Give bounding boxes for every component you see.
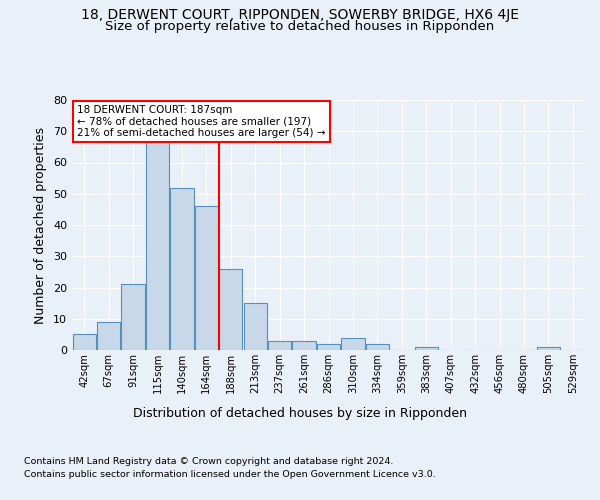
Bar	[97, 322, 120, 350]
Bar	[170, 188, 194, 350]
Bar	[366, 344, 389, 350]
Bar	[415, 347, 438, 350]
Text: Contains public sector information licensed under the Open Government Licence v3: Contains public sector information licen…	[24, 470, 436, 479]
Text: 18, DERWENT COURT, RIPPONDEN, SOWERBY BRIDGE, HX6 4JE: 18, DERWENT COURT, RIPPONDEN, SOWERBY BR…	[81, 8, 519, 22]
Bar	[146, 140, 169, 350]
Bar	[317, 344, 340, 350]
Bar	[292, 340, 316, 350]
Bar	[341, 338, 365, 350]
Bar	[268, 340, 291, 350]
Bar	[121, 284, 145, 350]
Text: Contains HM Land Registry data © Crown copyright and database right 2024.: Contains HM Land Registry data © Crown c…	[24, 458, 394, 466]
Text: Size of property relative to detached houses in Ripponden: Size of property relative to detached ho…	[106, 20, 494, 33]
Y-axis label: Number of detached properties: Number of detached properties	[34, 126, 47, 324]
Text: 18 DERWENT COURT: 187sqm
← 78% of detached houses are smaller (197)
21% of semi-: 18 DERWENT COURT: 187sqm ← 78% of detach…	[77, 105, 326, 138]
Bar	[219, 269, 242, 350]
Bar	[244, 303, 267, 350]
Text: Distribution of detached houses by size in Ripponden: Distribution of detached houses by size …	[133, 408, 467, 420]
Bar	[73, 334, 96, 350]
Bar	[195, 206, 218, 350]
Bar	[537, 347, 560, 350]
